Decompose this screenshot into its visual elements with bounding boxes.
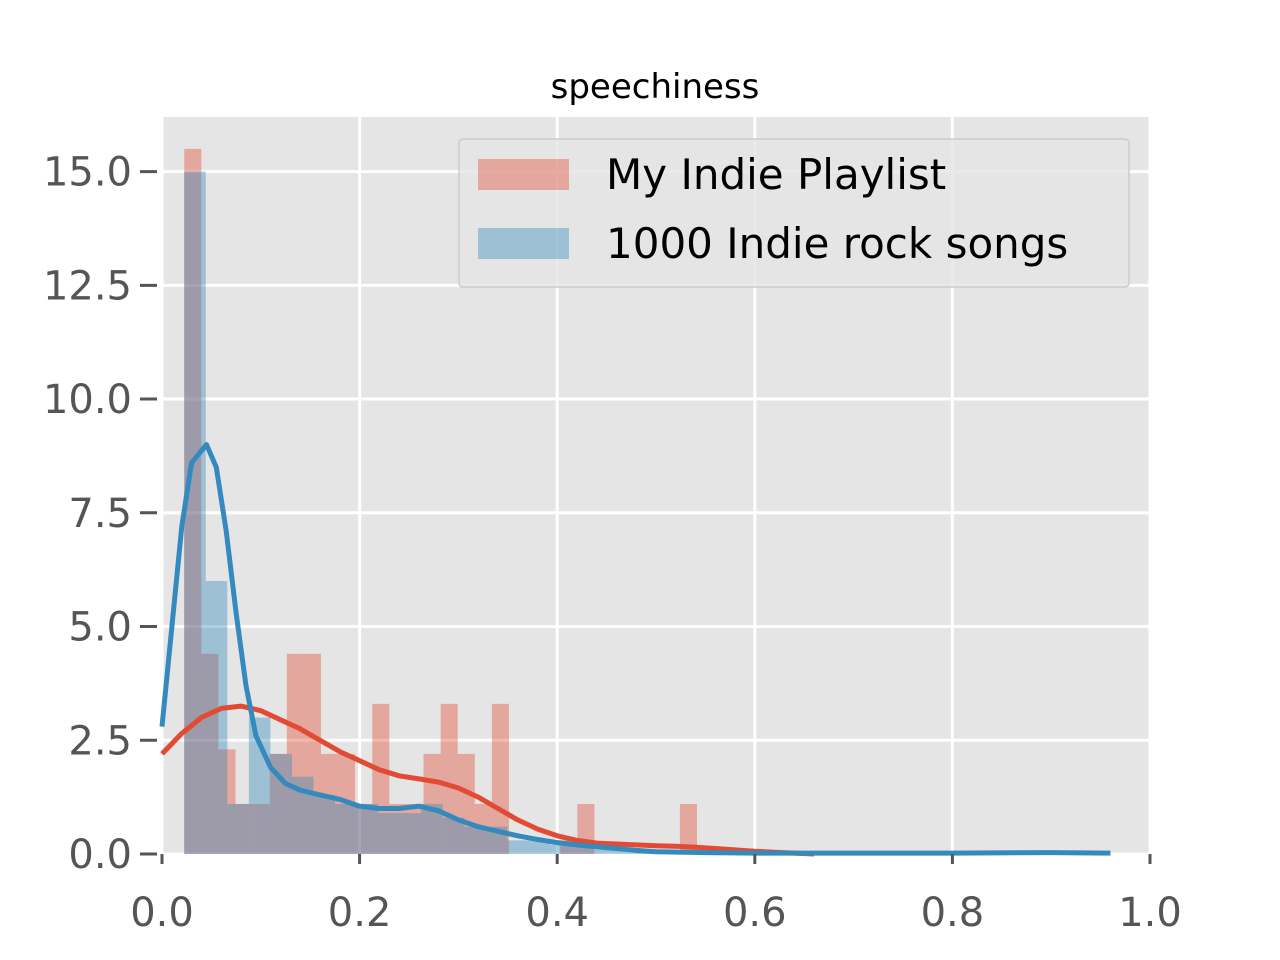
histogram-bar-playlist bbox=[235, 803, 253, 854]
histogram-bar-rock-songs bbox=[334, 803, 357, 854]
kde-line-playlist bbox=[160, 703, 815, 857]
histogram-bar-rock-songs bbox=[205, 581, 228, 854]
y-tick-label: 10.0 bbox=[43, 377, 132, 423]
y-tick-label: 2.5 bbox=[68, 718, 132, 764]
density-curves bbox=[159, 442, 1111, 857]
histogram-bar-playlist bbox=[457, 753, 475, 854]
y-tick-label: 5.0 bbox=[68, 605, 132, 651]
y-tick-label: 7.5 bbox=[68, 491, 132, 537]
legend-swatch-rock-songs bbox=[478, 228, 569, 259]
histogram-bar-playlist bbox=[679, 803, 698, 854]
x-tick-label: 1.0 bbox=[1118, 890, 1182, 936]
histogram-bar-rock-songs bbox=[464, 826, 486, 854]
legend-label-rock-songs: 1000 Indie rock songs bbox=[606, 219, 1068, 268]
legend-label-playlist: My Indie Playlist bbox=[606, 150, 946, 199]
histogram-bar-rock-songs bbox=[442, 817, 465, 854]
chart-title: speechiness bbox=[551, 67, 760, 107]
histogram-bar-playlist bbox=[355, 803, 373, 854]
axes: 0.0 0.2 0.4 0.6 0.8 1.0 0.0 2.5 5.0 7.5 10.0 12.5 15… bbox=[43, 150, 1182, 936]
histogram-bar-rock-songs bbox=[291, 776, 314, 854]
x-tick-label: 0.0 bbox=[130, 890, 194, 936]
y-tick-label: 0.0 bbox=[68, 832, 132, 878]
histogram-bar-rock-songs bbox=[550, 844, 572, 854]
kde-line-rock-songs bbox=[159, 442, 1111, 856]
histogram-bar-playlist bbox=[218, 749, 236, 854]
histogram-bar-rock-songs bbox=[571, 844, 594, 854]
legend-swatch-playlist bbox=[478, 159, 569, 190]
legend-box bbox=[458, 138, 1130, 288]
histogram-bar-playlist bbox=[303, 653, 321, 854]
y-tick-label: 15.0 bbox=[43, 150, 132, 196]
histogram-bar-playlist bbox=[406, 803, 424, 854]
histogram-bar-rock-songs bbox=[421, 803, 443, 854]
x-tick-label: 0.8 bbox=[921, 890, 985, 936]
x-tick-label: 0.6 bbox=[723, 890, 787, 936]
y-tick-label: 12.5 bbox=[43, 263, 132, 309]
histogram-bar-rock-songs bbox=[313, 794, 335, 854]
histogram-bar-rock-songs bbox=[528, 840, 551, 854]
histogram-bar-rock-songs bbox=[227, 803, 249, 854]
legend: My Indie Playlist 1000 Indie rock songs bbox=[458, 138, 1130, 288]
histogram-bar-playlist bbox=[252, 803, 270, 854]
histogram-bar-playlist bbox=[201, 653, 219, 854]
histogram-bar-playlist bbox=[389, 803, 407, 854]
histogram-bar-rock-songs bbox=[593, 849, 615, 854]
histogram-bar-playlist bbox=[286, 653, 304, 854]
x-tick-label: 0.4 bbox=[525, 890, 589, 936]
x-tick-label: 0.2 bbox=[328, 890, 392, 936]
histogram-bars bbox=[184, 148, 698, 854]
histogram-bar-rock-songs bbox=[270, 753, 292, 854]
histogram-bar-rock-songs bbox=[399, 813, 422, 854]
histogram-bar-playlist bbox=[491, 703, 509, 854]
histogram-bar-rock-songs bbox=[356, 803, 379, 854]
histogram-bar-playlist bbox=[184, 148, 202, 854]
histogram-bar-playlist bbox=[372, 703, 390, 854]
histogram-bar-rock-songs bbox=[184, 171, 206, 854]
histogram-bar-rock-songs bbox=[507, 840, 529, 854]
histogram-bar-rock-songs bbox=[378, 813, 400, 854]
histogram-bar-playlist bbox=[320, 753, 339, 854]
